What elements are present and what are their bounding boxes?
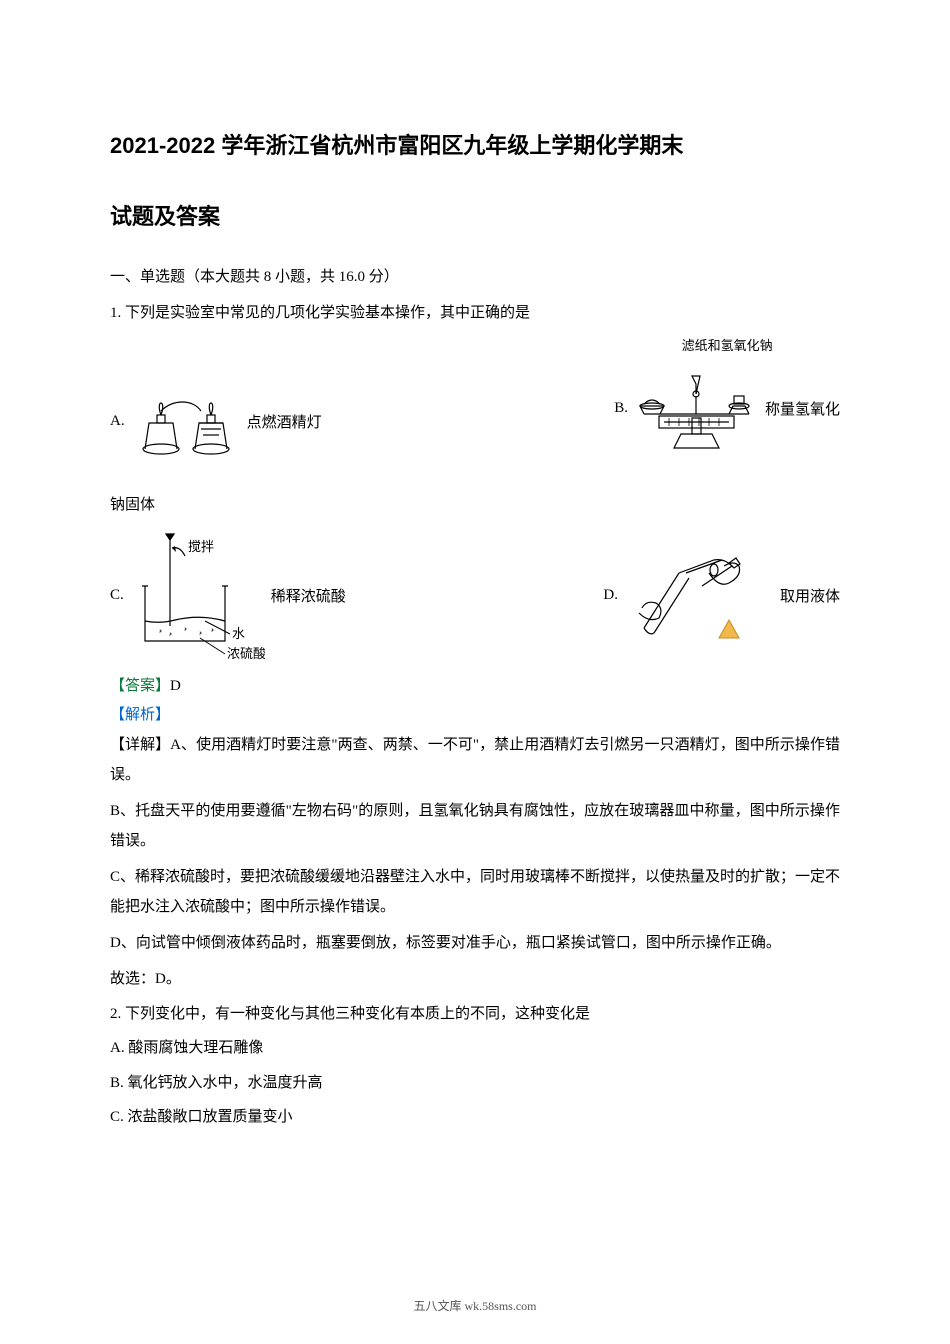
q1-opt-d-text: 取用液体: [780, 585, 840, 606]
q2-opt-b: B. 氧化钙放入水中，水温度升高: [110, 1069, 840, 1098]
q1-stem: 1. 下列是实验室中常见的几项化学实验基本操作，其中正确的是: [110, 299, 840, 328]
title-line-1: 2021-2022 学年浙江省杭州市富阳区九年级上学期化学期末: [110, 120, 840, 173]
q1-diagram-d: [624, 538, 774, 653]
q1-opt-b-label: B.: [614, 400, 628, 417]
q1-c-acid-label: 浓硫酸: [227, 646, 265, 661]
q1-diagram-b-top-label: 滤纸和氢氧化钠: [682, 335, 773, 354]
q1-opt-a-label: A.: [110, 413, 125, 430]
answer-label: 【答案】: [110, 678, 170, 694]
q1-explain-3: C、稀释浓硫酸时，要把浓硫酸缓缓地沿器壁注入水中，同时用玻璃棒不断搅拌，以使热量…: [110, 862, 840, 922]
q1-opt-b-cont: 钠固体: [110, 491, 840, 520]
q1-explain-5: 故选：D。: [110, 964, 840, 994]
q2-opt-c: C. 浓盐酸敞口放置质量变小: [110, 1103, 840, 1132]
answer-value: D: [170, 678, 181, 694]
q1-explain-1: 【详解】A、使用酒精灯时要注意"两查、两禁、一不可"，禁止用酒精灯去引燃另一只酒…: [110, 730, 840, 790]
section-head: 一、单选题（本大题共 8 小题，共 16.0 分）: [110, 264, 840, 291]
q1-opt-c-label: C.: [110, 587, 124, 604]
q1-opt-c-text: 稀释浓硫酸: [271, 585, 346, 606]
q1-opt-b-text: 称量氢氧化: [765, 398, 840, 419]
title-line-2: 试题及答案: [110, 191, 840, 244]
q1-explain-2: B、托盘天平的使用要遵循"左物右码"的原则，且氢氧化钠具有腐蚀性，应放在玻璃器皿…: [110, 796, 840, 856]
q1-diagram-c: 搅拌 水 浓硫酸: [130, 526, 265, 666]
q1-c-water-label: 水: [232, 626, 245, 641]
footer-text: 五八文库 wk.58sms.com: [0, 1297, 950, 1314]
q1-opt-a-text: 点燃酒精灯: [247, 411, 322, 432]
q1-diagram-a: [131, 381, 241, 461]
q1-c-stir-label: 搅拌: [188, 539, 214, 554]
q1-explain-4: D、向试管中倾倒液体药品时，瓶塞要倒放，标签要对准手心，瓶口紧挨试管口，图中所示…: [110, 928, 840, 958]
q2-stem: 2. 下列变化中，有一种变化与其他三种变化有本质上的不同，这种变化是: [110, 1000, 840, 1029]
analysis-label: 【解析】: [110, 703, 840, 724]
q1-opt-d-label: D.: [603, 587, 618, 604]
q2-opt-a: A. 酸雨腐蚀大理石雕像: [110, 1034, 840, 1063]
q1-diagram-b: [634, 356, 759, 461]
